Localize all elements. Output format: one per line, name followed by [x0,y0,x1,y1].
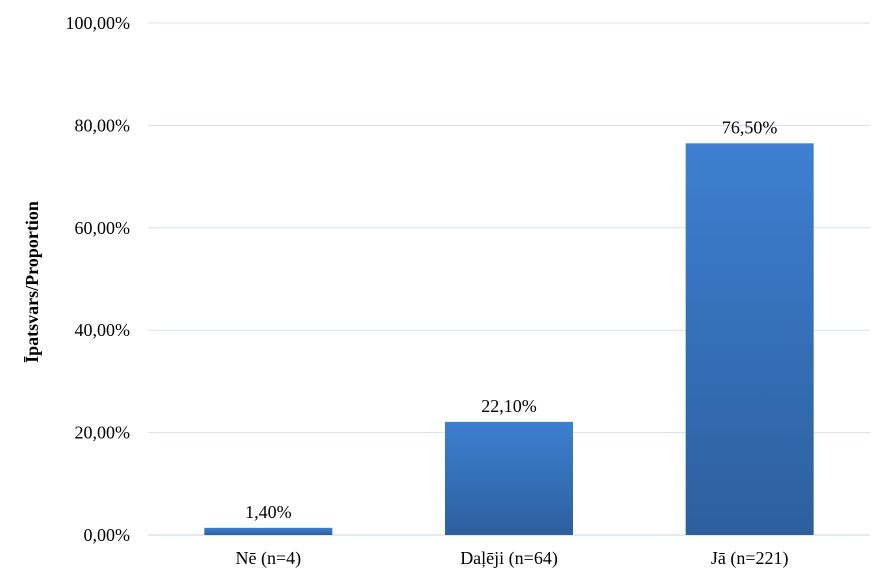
y-tick-label: 40,00% [75,320,131,340]
bar [204,527,333,535]
y-axis-ticks: 0,00% 20,00% 40,00% 60,00% 80,00% 100,00% [66,13,131,545]
x-category-label: Daļēji (n=64) [460,548,558,569]
bar [445,421,573,535]
data-label: 76,50% [722,117,778,137]
data-label: 1,40% [245,502,292,522]
x-axis-categories: Nē (n=4) Daļēji (n=64) Jā (n=221) [236,548,789,569]
y-axis-title: Īpatsvars/Proportion [22,201,42,363]
y-tick-label: 100,00% [66,13,131,33]
x-category-label: Nē (n=4) [236,548,302,569]
y-tick-label: 0,00% [84,525,131,545]
bars [204,143,814,535]
data-label: 22,10% [481,396,537,416]
bar [685,143,814,535]
y-tick-label: 60,00% [75,218,131,238]
x-category-label: Jā (n=221) [711,548,789,569]
y-tick-label: 20,00% [75,423,131,443]
y-tick-label: 80,00% [75,115,131,135]
data-labels: 1,40% 22,10% 76,50% [245,117,777,522]
